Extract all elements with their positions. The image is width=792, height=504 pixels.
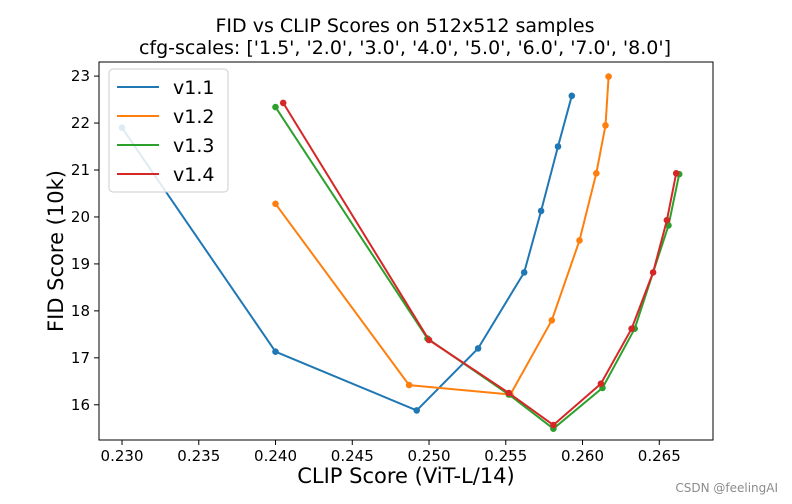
series-line	[121, 95, 573, 412]
x-tick-label: 0.260	[561, 447, 604, 465]
data-point	[272, 200, 279, 208]
y-tick-label: 17	[71, 349, 90, 367]
series-layer	[118, 73, 683, 433]
data-point	[628, 325, 635, 333]
data-point	[272, 348, 279, 356]
data-point	[568, 92, 576, 100]
data-point	[576, 237, 583, 244]
data-point	[593, 170, 600, 177]
data-point	[597, 380, 605, 388]
y-tick-label: 22	[71, 114, 90, 132]
legend-label: v1.4	[173, 164, 214, 186]
x-tick-label: 0.250	[408, 447, 451, 465]
x-tick-label: 0.240	[254, 447, 297, 465]
data-point	[537, 207, 545, 215]
data-point	[505, 389, 513, 397]
x-tick-label: 0.255	[484, 447, 527, 465]
y-tick-label: 20	[71, 208, 90, 226]
data-point	[520, 269, 528, 276]
legend-label: v1.2	[173, 106, 214, 128]
data-point	[554, 143, 562, 150]
legend-item: v1.3	[117, 135, 214, 157]
ticks-layer: 0.230 0.235 0.240 0.245 0.250 0.255 0.260 0.265…	[71, 67, 681, 465]
legend-item: v1.1	[117, 77, 214, 99]
legend: v1.1 v1.2 v1.3 v1.4	[108, 68, 229, 193]
x-tick-label: 0.235	[177, 447, 220, 465]
data-point	[405, 381, 413, 389]
legend-label: v1.3	[173, 135, 214, 157]
data-point	[272, 103, 279, 111]
data-point	[548, 317, 556, 324]
chart-subtitle: cfg-scales: ['1.5', '2.0', '3.0', '4.0',…	[139, 37, 671, 59]
data-point	[649, 269, 657, 276]
y-tick-label: 18	[71, 302, 90, 320]
watermark-text: CSDN @feelingAI	[675, 481, 778, 495]
y-axis-label: FID Score (10k)	[44, 170, 68, 332]
y-tick-label: 23	[71, 67, 90, 85]
data-point	[425, 336, 433, 344]
data-point	[550, 421, 557, 429]
data-point	[279, 99, 287, 107]
legend-box	[108, 68, 229, 193]
series-line	[274, 76, 610, 396]
legend-item: v1.4	[117, 164, 214, 186]
plot-frame	[98, 61, 714, 441]
data-point	[413, 407, 421, 414]
y-tick-label: 21	[71, 161, 90, 179]
x-axis-label: CLIP Score (ViT-L/14)	[297, 464, 515, 488]
series-v1-4	[279, 99, 680, 429]
y-tick-label: 16	[71, 396, 90, 414]
legend-item: v1.2	[117, 106, 214, 128]
x-tick-label: 0.265	[638, 447, 681, 465]
x-tick-label: 0.230	[101, 447, 144, 465]
data-point	[672, 170, 680, 177]
chart-title: FID vs CLIP Scores on 512x512 samples	[216, 15, 595, 37]
x-tick-label: 0.245	[331, 447, 374, 465]
y-tick-label: 19	[71, 255, 90, 273]
data-point	[605, 73, 612, 80]
data-point	[663, 216, 671, 224]
legend-label: v1.1	[173, 77, 214, 99]
data-point	[474, 345, 482, 352]
data-point	[602, 122, 609, 129]
